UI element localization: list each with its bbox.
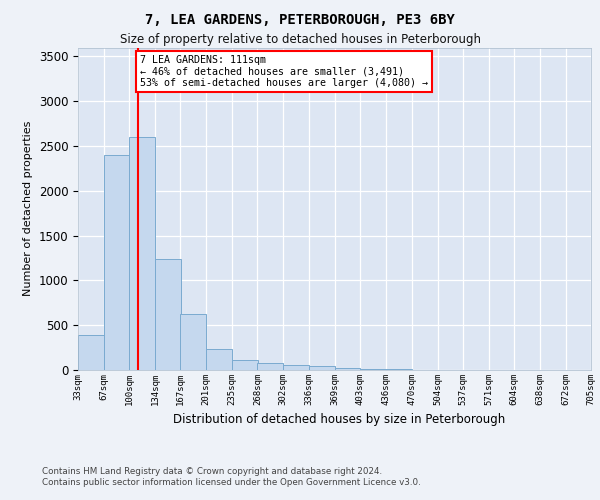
Bar [257, 363, 283, 370]
Bar [129, 137, 155, 370]
Bar [283, 365, 310, 370]
Bar [78, 335, 104, 370]
Text: Distribution of detached houses by size in Peterborough: Distribution of detached houses by size … [173, 412, 505, 426]
Bar [155, 259, 181, 370]
Y-axis label: Number of detached properties: Number of detached properties [23, 121, 33, 296]
Bar [335, 368, 361, 370]
Bar [180, 314, 206, 370]
Text: 7 LEA GARDENS: 111sqm
← 46% of detached houses are smaller (3,491)
53% of semi-d: 7 LEA GARDENS: 111sqm ← 46% of detached … [140, 54, 428, 88]
Text: 7, LEA GARDENS, PETERBOROUGH, PE3 6BY: 7, LEA GARDENS, PETERBOROUGH, PE3 6BY [145, 12, 455, 26]
Bar [361, 369, 386, 370]
Bar [310, 366, 335, 370]
Bar [104, 155, 130, 370]
Bar [206, 348, 232, 370]
Text: Contains HM Land Registry data © Crown copyright and database right 2024.
Contai: Contains HM Land Registry data © Crown c… [42, 468, 421, 487]
Text: Size of property relative to detached houses in Peterborough: Size of property relative to detached ho… [119, 32, 481, 46]
Bar [232, 360, 258, 370]
